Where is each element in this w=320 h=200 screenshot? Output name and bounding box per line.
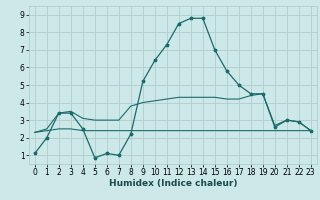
X-axis label: Humidex (Indice chaleur): Humidex (Indice chaleur) [108,179,237,188]
